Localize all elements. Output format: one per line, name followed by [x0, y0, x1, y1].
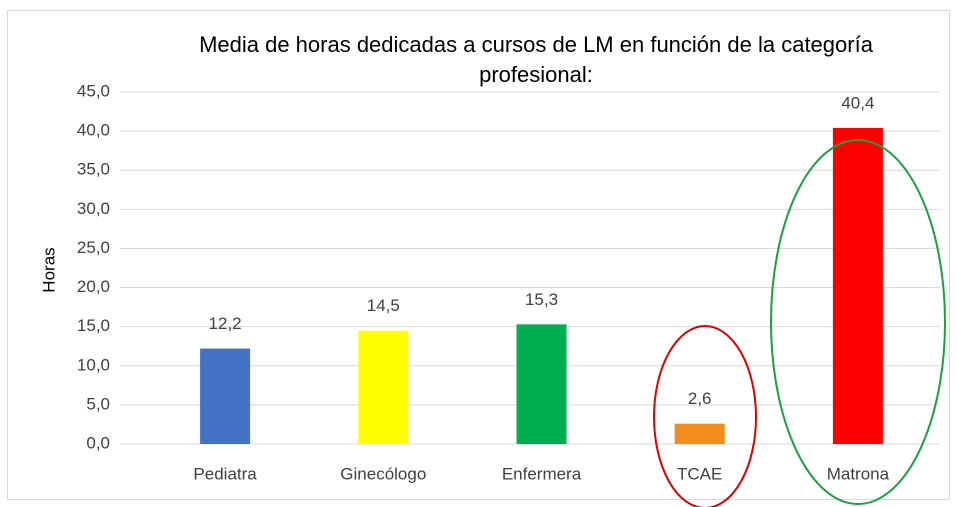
bar — [674, 423, 725, 444]
y-tick-label: 45,0 — [77, 81, 110, 100]
y-tick-label: 30,0 — [77, 199, 110, 218]
y-tick-label: 5,0 — [86, 394, 110, 413]
value-label: 40,4 — [841, 93, 874, 112]
bar — [832, 127, 883, 444]
bar — [516, 324, 567, 444]
y-axis-label: Horas — [39, 247, 58, 292]
highlight-ellipse — [770, 139, 946, 505]
y-tick-label: 0,0 — [86, 433, 110, 452]
value-label: 15,3 — [525, 290, 558, 309]
x-tick-label: Enfermera — [502, 464, 582, 483]
value-label: 14,5 — [367, 296, 400, 315]
y-tick-label: 40,0 — [77, 121, 110, 140]
value-label: 2,6 — [688, 389, 712, 408]
value-label: 12,2 — [209, 314, 242, 333]
x-tick-label: Ginecólogo — [340, 464, 426, 483]
highlight-ellipse — [653, 325, 757, 507]
y-tick-label: 20,0 — [77, 277, 110, 296]
y-tick-label: 25,0 — [77, 238, 110, 257]
x-tick-label: TCAE — [677, 464, 722, 483]
x-tick-label: Matrona — [827, 464, 890, 483]
bar — [200, 348, 251, 444]
y-tick-label: 10,0 — [77, 355, 110, 374]
plot: 0,0 5,0 10,0 15,0 20,0 25,0 30,0 35,0 40,0 45,0 Pe… — [77, 81, 940, 483]
y-tick-label: 15,0 — [77, 316, 110, 335]
bar — [358, 330, 409, 444]
x-tick-label: Pediatra — [193, 464, 257, 483]
chart-title: Media de horas dedicadas a cursos de LM … — [199, 32, 873, 87]
y-tick-label: 35,0 — [77, 160, 110, 179]
